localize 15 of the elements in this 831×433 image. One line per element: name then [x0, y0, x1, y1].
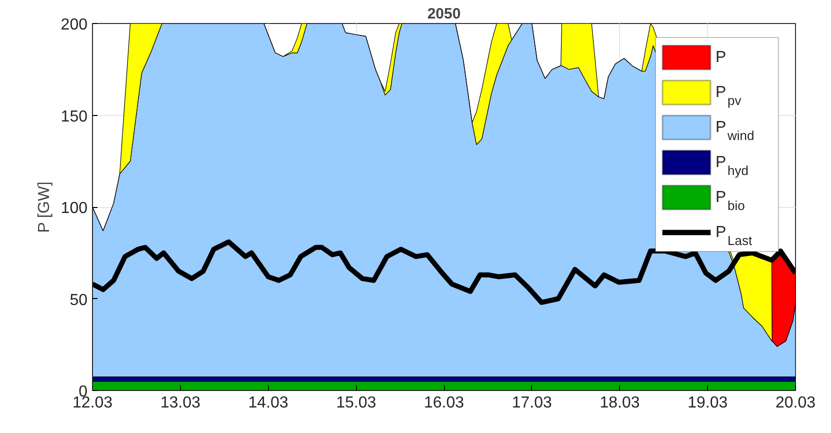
x-tick-label: 19.03 — [688, 394, 728, 412]
y-tick-label: 50 — [70, 292, 88, 309]
y-tick-label: 150 — [60, 108, 88, 126]
x-tick-label: 13.03 — [160, 394, 200, 412]
legend-label: P — [716, 49, 726, 66]
x-tick-label: 16.03 — [424, 394, 464, 412]
y-tick-label: 100 — [60, 200, 88, 217]
chart-title: 2050 — [427, 6, 461, 22]
x-tick-label: 17.03 — [512, 394, 552, 412]
y-tick-label: 200 — [60, 16, 88, 34]
x-tick-label: 14.03 — [248, 394, 288, 412]
x-tick-label: 18.03 — [600, 394, 640, 412]
x-tick-label: 15.03 — [336, 394, 376, 412]
x-tick-label: 20.03 — [775, 394, 816, 412]
y-axis-title: P [GW] — [36, 182, 53, 233]
